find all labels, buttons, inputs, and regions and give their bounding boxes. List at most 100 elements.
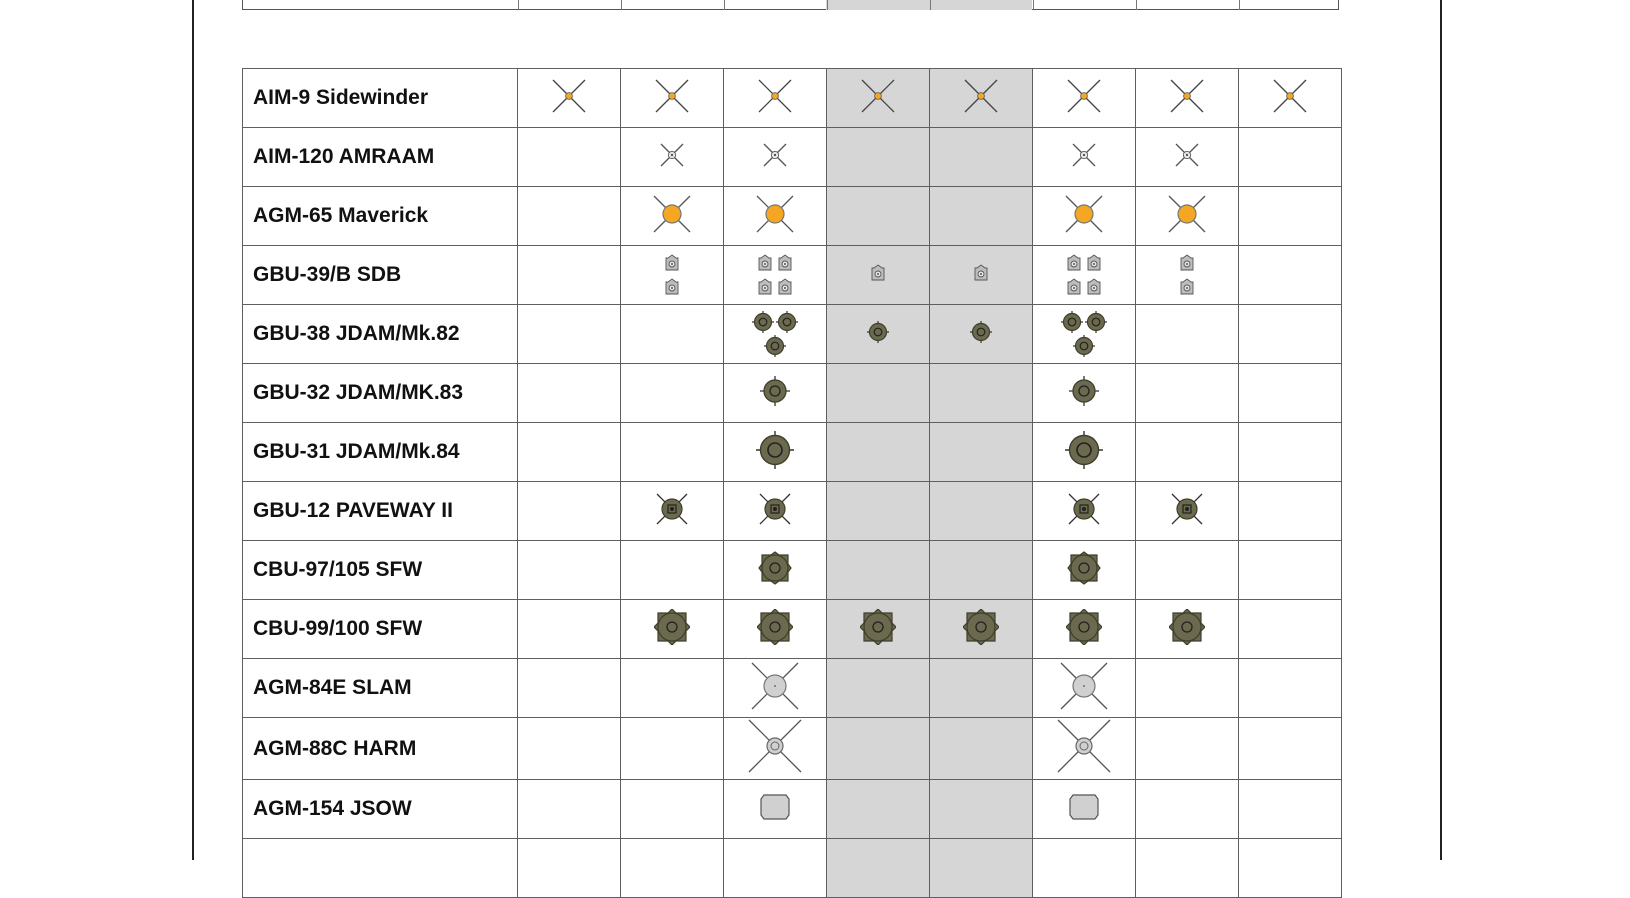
table-row: GBU-12 PAVEWAY II xyxy=(242,481,1342,541)
loadout-cell xyxy=(1032,127,1136,187)
slam-icon xyxy=(1060,662,1108,709)
loadout-cell xyxy=(723,658,827,718)
loadout-cell xyxy=(1135,186,1239,246)
loadout-cell xyxy=(1135,245,1239,305)
loadout-cell xyxy=(1032,838,1136,898)
sdb-icon xyxy=(665,254,679,271)
loadout-cell xyxy=(1032,540,1136,600)
sfw-icon xyxy=(758,550,792,585)
loadout-cell xyxy=(723,304,827,364)
loadout-cell xyxy=(1135,779,1239,839)
jdam-mk82-icon xyxy=(776,311,798,333)
cbu99-icon xyxy=(1169,608,1205,645)
cbu99-icon xyxy=(654,608,690,645)
jsow-icon xyxy=(1069,793,1099,820)
loadout-cell xyxy=(1238,422,1342,482)
jdam-mk83-icon xyxy=(760,375,790,406)
loadout-cell xyxy=(723,779,827,839)
sdb-icon xyxy=(1180,254,1194,271)
jdam-mk82-icon xyxy=(764,335,786,357)
loadout-cell xyxy=(620,363,724,423)
loadout-cell xyxy=(620,540,724,600)
loadout-cell xyxy=(826,304,930,364)
sidewinder-icon xyxy=(655,79,689,112)
loadout-cell xyxy=(517,422,621,482)
loadout-cell xyxy=(929,422,1033,482)
frame-right-border xyxy=(1440,0,1442,860)
loadout-cell xyxy=(1238,838,1342,898)
amraam-icon xyxy=(660,143,684,166)
loadout-cell xyxy=(723,422,827,482)
loadout-cell xyxy=(723,68,827,128)
loadout-cell xyxy=(929,245,1033,305)
loadout-cell xyxy=(1135,481,1239,541)
loadout-cell xyxy=(1135,68,1239,128)
loadout-cell xyxy=(620,838,724,898)
weapon-label: GBU-39/B SDB xyxy=(242,245,518,305)
previous-table-bottom xyxy=(242,0,1339,10)
loadout-cell xyxy=(517,68,621,128)
table-row: GBU-31 JDAM/Mk.84 xyxy=(242,422,1342,482)
sdb-icon xyxy=(974,263,988,280)
loadout-cell xyxy=(1238,304,1342,364)
sdb-icon xyxy=(1067,254,1081,271)
loadout-cell xyxy=(1238,658,1342,718)
cbu99-icon xyxy=(963,608,999,645)
sdb-icon xyxy=(1087,254,1101,271)
table-row: AIM-120 AMRAAM xyxy=(242,127,1342,187)
sidewinder-icon xyxy=(1273,79,1307,112)
maverick-icon xyxy=(1168,195,1206,232)
paveway-icon xyxy=(1068,493,1100,524)
sdb-icon xyxy=(1067,278,1081,295)
table-row: CBU-97/105 SFW xyxy=(242,540,1342,600)
loadout-cell xyxy=(1032,779,1136,839)
loadout-cell xyxy=(517,186,621,246)
loadout-cell xyxy=(620,717,724,780)
loadout-cell xyxy=(826,68,930,128)
loadout-cell xyxy=(517,481,621,541)
paveway-icon xyxy=(759,493,791,524)
sdb-icon xyxy=(758,254,772,271)
weapon-label: CBU-97/105 SFW xyxy=(242,540,518,600)
weapon-label: AIM-9 Sidewinder xyxy=(242,68,518,128)
loadout-cell xyxy=(826,717,930,780)
loadout-cell xyxy=(1032,422,1136,482)
loadout-cell xyxy=(826,779,930,839)
sfw-icon xyxy=(1067,550,1101,585)
table-row: GBU-38 JDAM/Mk.82 xyxy=(242,304,1342,364)
loadout-cell xyxy=(929,68,1033,128)
loadout-cell xyxy=(1032,304,1136,364)
weapon-label: GBU-38 JDAM/Mk.82 xyxy=(242,304,518,364)
cbu99-icon xyxy=(860,608,896,645)
sidewinder-icon xyxy=(1170,79,1204,112)
loadout-cell xyxy=(929,599,1033,659)
loadout-cell xyxy=(1135,422,1239,482)
loadout-cell xyxy=(1032,363,1136,423)
loadout-cell xyxy=(1135,658,1239,718)
loadout-cell xyxy=(517,717,621,780)
loadout-cell xyxy=(1032,717,1136,780)
loadout-cell xyxy=(1238,127,1342,187)
loadout-cell xyxy=(723,717,827,780)
loadout-cell xyxy=(1032,186,1136,246)
loadout-cell xyxy=(1135,717,1239,780)
loadout-cell xyxy=(929,363,1033,423)
sdb-icon xyxy=(1087,278,1101,295)
harm-icon xyxy=(1057,719,1111,773)
loadout-cell xyxy=(826,658,930,718)
jsow-icon xyxy=(760,793,790,820)
weapon-label: AGM-65 Maverick xyxy=(242,186,518,246)
loadout-cell xyxy=(826,422,930,482)
table-row xyxy=(242,838,1342,898)
loadout-cell xyxy=(723,245,827,305)
jdam-mk84-icon xyxy=(756,430,794,469)
sdb-icon xyxy=(1180,278,1194,295)
loadout-cell xyxy=(826,540,930,600)
loadout-cell xyxy=(517,658,621,718)
table-row: AGM-154 JSOW xyxy=(242,779,1342,839)
loadout-cell xyxy=(1238,481,1342,541)
loadout-cell xyxy=(723,599,827,659)
loadout-cell xyxy=(1135,363,1239,423)
loadout-cell xyxy=(929,186,1033,246)
table-row: AGM-88C HARM xyxy=(242,717,1342,780)
